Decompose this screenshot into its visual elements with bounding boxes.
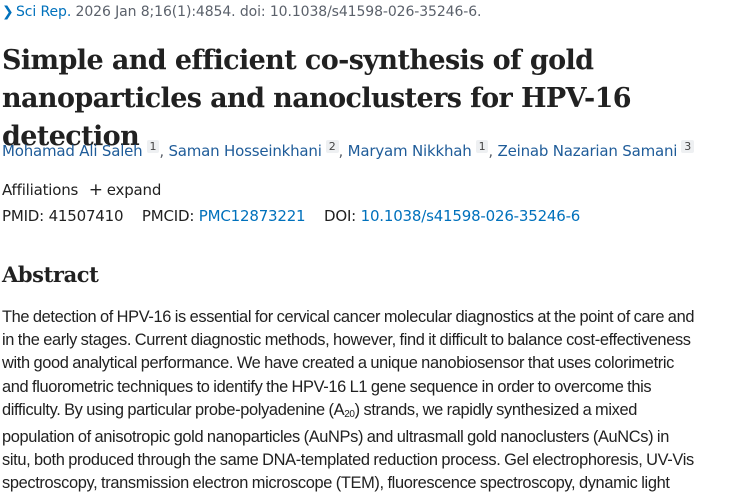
affiliations-expand-button[interactable]: + expand — [88, 180, 162, 200]
author-link[interactable]: Zeinab Nazarian Samani — [497, 142, 678, 160]
abstract-line: spectroscopy, transmission electron micr… — [2, 474, 670, 493]
pmid-label: PMID: — [2, 207, 45, 225]
doi-item: DOI: 10.1038/s41598-026-35246-6 — [324, 207, 580, 225]
pmid-item: PMID: 41507410 — [2, 207, 124, 225]
abstract-fragment: difficulty. By using particular probe-po… — [2, 400, 345, 419]
pmcid-link[interactable]: PMC12873221 — [198, 207, 306, 225]
expand-label: expand — [106, 181, 162, 199]
subscript: 20 — [344, 408, 355, 420]
abstract-fragment: ) strands, we rapidly synthesized a mixe… — [354, 400, 638, 419]
affiliations-label: Affiliations — [2, 181, 79, 199]
abstract-line: in the early stages. Current diagnostic … — [2, 331, 691, 350]
doi-link[interactable]: 10.1038/s41598-026-35246-6 — [360, 207, 581, 225]
article-title: Simple and efficient co-synthesis of gol… — [2, 45, 632, 152]
affiliation-marker[interactable]: 3 — [681, 140, 695, 153]
plus-icon: + — [88, 180, 103, 200]
pmcid-item: PMCID: PMC12873221 — [141, 207, 306, 225]
journal-link[interactable]: Sci Rep. — [16, 4, 72, 20]
abstract-heading: Abstract — [2, 262, 99, 287]
author-separator: , — [159, 142, 169, 160]
pmid-value: 41507410 — [48, 207, 124, 225]
doi-label: DOI: — [323, 207, 357, 225]
citation-details: 2026 Jan 8;16(1):4854. doi: 10.1038/s415… — [71, 4, 482, 20]
affiliation-marker[interactable]: 1 — [146, 140, 160, 153]
identifiers-row: PMID: 41507410 PMCID: PMC12873221 DOI: 1… — [2, 207, 594, 225]
author-link[interactable]: Mohamad Ali Saleh — [2, 142, 143, 160]
author-separator: , — [488, 142, 498, 160]
pmcid-label: PMCID: — [141, 207, 195, 225]
abstract-line: The detection of HPV-16 is essential for… — [2, 308, 695, 326]
affiliation-marker[interactable]: 1 — [475, 140, 489, 153]
abstract-line: difficulty. By using particular probe-po… — [2, 399, 747, 426]
abstract-line: with good analytical performance. We hav… — [2, 354, 675, 373]
citation-line: ❯ Sci Rep. 2026 Jan 8;16(1):4854. doi: 10… — [2, 4, 481, 20]
affiliations-row: Affiliations + expand — [2, 180, 161, 200]
abstract-text: The detection of HPV-16 is essential for… — [2, 306, 747, 496]
affiliation-marker[interactable]: 2 — [325, 140, 339, 153]
abstract-line: and fluorometric techniques to identify … — [2, 377, 652, 396]
chevron-right-icon[interactable]: ❯ — [2, 4, 14, 20]
author-link[interactable]: Saman Hosseinkhani — [168, 142, 322, 160]
abstract-line: situ, both produced through the same DNA… — [2, 451, 694, 470]
author-link[interactable]: Maryam Nikkhah — [347, 142, 472, 160]
author-separator: , — [338, 142, 348, 160]
abstract-line: population of anisotropic gold nanoparti… — [2, 428, 669, 447]
author-list: Mohamad Ali Saleh 1, Saman Hosseinkhani 2,… — [2, 140, 695, 160]
